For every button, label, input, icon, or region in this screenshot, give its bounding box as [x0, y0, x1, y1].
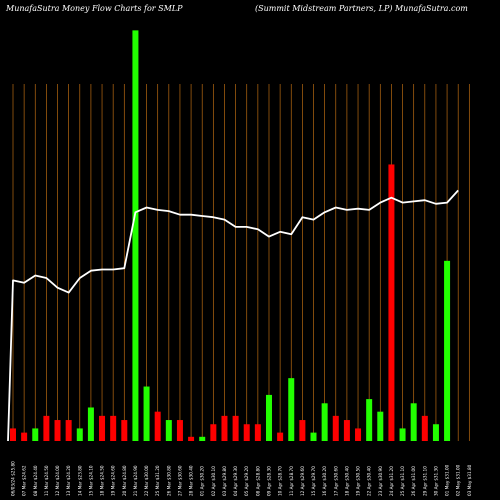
- money-flow-bar: [176, 420, 183, 441]
- x-tick-label: 07 Mar $24.62: [22, 465, 27, 496]
- chart-subtitle: (Summit Midstream Partners, LP) MunafaSu…: [255, 4, 468, 13]
- x-tick-label: 06/03/24 $25.80: [11, 461, 16, 496]
- money-flow-bar: [277, 432, 284, 441]
- money-flow-bar: [188, 436, 195, 441]
- x-tick-labels: 06/03/24 $25.80 07 Mar $24.62 08 Mar $24.4…: [11, 461, 472, 496]
- x-tick-label: 03 May $31.80: [467, 464, 472, 496]
- x-tick-label: 13 Mar $24.20: [66, 465, 71, 496]
- money-flow-bar: [165, 420, 172, 441]
- x-tick-label: 01 Apr $30.20: [200, 466, 205, 496]
- x-tick-label: 22 Mar $30.00: [144, 465, 149, 496]
- x-tick-label: 01 May $31.00: [445, 464, 450, 496]
- x-tick-label: 14 Mar $23.80: [77, 465, 82, 496]
- x-tick-label: 28 Mar $30.40: [189, 465, 194, 496]
- x-tick-label: 11 Mar $24.50: [44, 465, 49, 496]
- x-tick-label: 19 Mar $24.60: [111, 465, 116, 496]
- x-tick-label: 03 Apr $29.80: [222, 466, 227, 496]
- money-flow-bar: [110, 415, 117, 441]
- money-flow-bar: [399, 428, 406, 441]
- money-flow-bar: [265, 394, 272, 441]
- x-tick-label: 15 Apr $29.70: [311, 466, 316, 496]
- money-flow-bar: [210, 424, 217, 441]
- x-tick-label: 19 Apr $30.50: [356, 466, 361, 496]
- x-tick-label: 18 Mar $24.50: [100, 465, 105, 496]
- money-flow-bar: [421, 415, 428, 441]
- x-tick-label: 16 Apr $30.20: [322, 466, 327, 496]
- money-flow-bar: [310, 432, 317, 441]
- money-flow-bar: [21, 432, 28, 441]
- x-tick-label: 04 Apr $29.30: [233, 466, 238, 496]
- money-flow-bar: [10, 428, 16, 441]
- money-flow-bar: [321, 403, 328, 441]
- money-flow-bar: [299, 420, 306, 441]
- money-flow-bar: [332, 415, 339, 441]
- x-tick-label: 25 Apr $31.10: [400, 466, 405, 496]
- x-tick-label: 30 Apr $31.30: [433, 466, 438, 496]
- money-flow-bar: [154, 411, 161, 441]
- money-flow-bar: [432, 424, 439, 441]
- x-tick-label: 12 Mar $24.00: [55, 465, 60, 496]
- money-flow-bar: [65, 420, 72, 441]
- money-flow-bar: [87, 407, 94, 441]
- x-tick-label: 27 Mar $30.60: [177, 465, 182, 496]
- x-tick-label: 26 Mar $30.80: [166, 465, 171, 496]
- x-tick-label: 10 Apr $28.70: [278, 466, 283, 496]
- chart-title: MunafaSutra Money Flow Charts for SMLP: [5, 4, 183, 13]
- x-tick-label: 12 Apr $29.60: [300, 466, 305, 496]
- money-flow-bar: [355, 428, 362, 441]
- money-flow-bar: [343, 420, 350, 441]
- x-tick-label: 11 Apr $28.70: [289, 466, 294, 496]
- money-flow-bar: [43, 415, 50, 441]
- price-line: [7, 189, 459, 442]
- money-flow-bar: [99, 415, 106, 441]
- x-tick-label: 05 Apr $29.20: [244, 466, 249, 496]
- money-flow-bar: [254, 424, 261, 441]
- money-flow-bar: [132, 30, 139, 441]
- x-tick-label: 22 Apr $30.40: [367, 466, 372, 496]
- x-tick-label: 29 Apr $31.10: [422, 466, 427, 496]
- x-tick-label: 08 Apr $28.80: [255, 466, 260, 496]
- money-flow-bar: [32, 428, 39, 441]
- x-tick-label: 25 Mar $31.20: [155, 465, 160, 496]
- x-tick-label: 17 Apr $30.60: [333, 466, 338, 496]
- x-tick-label: 09 Apr $28.30: [266, 466, 271, 496]
- x-tick-label: 24 Apr $31.20: [389, 466, 394, 496]
- money-flow-bar: [243, 424, 250, 441]
- price-line-layer: [7, 189, 459, 442]
- x-tick-label: 02 Apr $30.10: [211, 466, 216, 496]
- x-tick-label: 15 Mar $24.10: [88, 465, 93, 496]
- money-flow-bar: [121, 420, 128, 441]
- money-flow-bar: [288, 378, 295, 441]
- x-tick-label: 23 Apr $30.90: [378, 466, 383, 496]
- x-tick-label: 08 Mar $24.40: [33, 465, 38, 496]
- money-flow-bar: [199, 436, 206, 441]
- money-flow-bar: [377, 411, 384, 441]
- money-flow-bar: [76, 428, 83, 441]
- money-flow-bar: [410, 403, 417, 441]
- money-flow-bar: [54, 420, 61, 441]
- money-flow-bar: [143, 386, 150, 441]
- x-tick-label: 20 Mar $24.80: [122, 465, 127, 496]
- x-tick-label: 21 Mar $24.90: [133, 465, 138, 496]
- money-flow-bar: [221, 415, 228, 441]
- money-flow-bar: [444, 260, 451, 441]
- money-flow-bar: [366, 399, 373, 441]
- x-tick-label: 18 Apr $30.40: [344, 466, 349, 496]
- x-tick-label: 26 Apr $31.00: [411, 466, 416, 496]
- money-flow-bar: [388, 164, 395, 441]
- x-tick-label: 02 May $31.00: [456, 464, 461, 496]
- money-flow-bars: [10, 30, 451, 441]
- money-flow-bar: [232, 415, 239, 441]
